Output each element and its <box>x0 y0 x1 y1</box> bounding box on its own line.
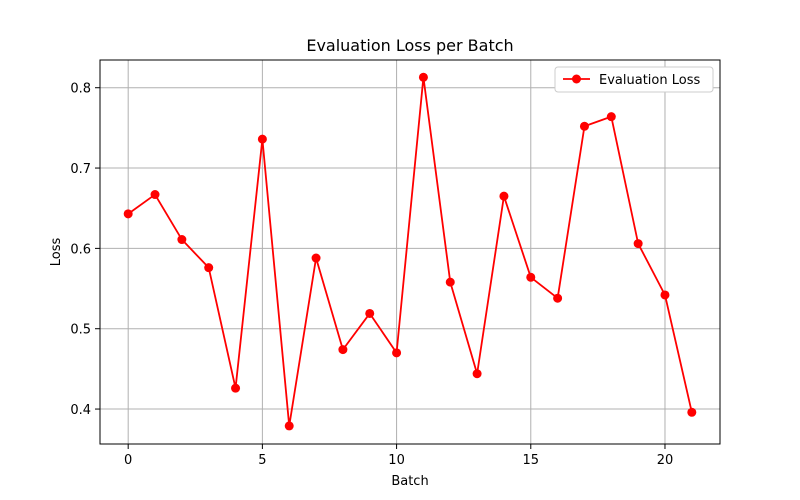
y-tick-label: 0.6 <box>70 242 91 257</box>
data-point <box>553 293 563 303</box>
x-axis-label: Batch <box>391 474 428 489</box>
y-tick-label: 0.7 <box>70 162 91 177</box>
data-point <box>660 290 670 300</box>
data-point <box>606 112 616 122</box>
y-tick-label: 0.8 <box>70 82 91 97</box>
legend: Evaluation Loss <box>554 66 714 93</box>
data-point <box>177 235 187 245</box>
axis-ticks: 0 5 10 15 20 0.4 0.5 0.6 0.7 0.8 <box>70 82 673 468</box>
data-point <box>257 134 267 144</box>
data-point <box>418 72 428 82</box>
x-tick-label: 15 <box>523 453 540 468</box>
data-point <box>123 209 133 219</box>
x-tick-label: 0 <box>124 453 132 468</box>
data-point <box>579 121 589 131</box>
data-point <box>231 383 241 393</box>
data-point <box>445 277 455 287</box>
legend-series-marker <box>572 74 581 84</box>
chart-title: Evaluation Loss per Batch <box>306 36 513 55</box>
x-tick-label: 5 <box>258 453 266 468</box>
data-point <box>633 239 643 249</box>
data-point <box>526 272 536 282</box>
data-point <box>204 263 214 273</box>
data-point <box>365 308 375 318</box>
y-tick-label: 0.4 <box>70 403 91 418</box>
x-tick-label: 10 <box>388 453 405 468</box>
series-line <box>127 76 693 427</box>
x-tick-label: 20 <box>657 453 674 468</box>
data-point <box>687 407 697 417</box>
plot-frame <box>99 59 721 445</box>
data-point <box>150 190 160 200</box>
data-point <box>311 253 321 263</box>
data-point <box>392 348 402 358</box>
series-layer <box>123 72 697 431</box>
legend-series-label: Evaluation Loss <box>599 73 700 88</box>
y-axis-label: Loss <box>49 238 64 267</box>
data-point <box>499 191 509 201</box>
legend-box <box>554 66 714 93</box>
data-point <box>338 345 348 355</box>
data-point <box>472 369 482 379</box>
y-tick-label: 0.5 <box>70 323 91 338</box>
data-point <box>284 421 294 431</box>
